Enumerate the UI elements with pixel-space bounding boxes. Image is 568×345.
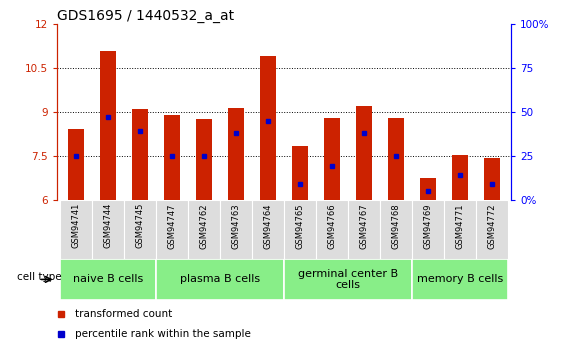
Bar <box>164 115 180 200</box>
Bar <box>228 108 244 200</box>
Text: GSM94769: GSM94769 <box>424 203 432 248</box>
Bar <box>124 200 156 259</box>
Text: cell type: cell type <box>17 273 62 282</box>
Bar <box>196 119 212 200</box>
Bar <box>292 146 308 200</box>
Text: GSM94771: GSM94771 <box>456 203 465 248</box>
Text: naive B cells: naive B cells <box>73 275 143 284</box>
Bar <box>348 200 380 259</box>
Bar <box>60 259 156 300</box>
Text: GSM94765: GSM94765 <box>295 203 304 248</box>
Bar <box>252 200 284 259</box>
Bar <box>60 200 92 259</box>
Text: GSM94772: GSM94772 <box>487 203 496 248</box>
Bar <box>188 200 220 259</box>
Bar <box>284 200 316 259</box>
Bar <box>156 200 188 259</box>
Text: GSM94745: GSM94745 <box>136 203 144 248</box>
Bar <box>420 178 436 200</box>
Bar <box>412 200 444 259</box>
Bar <box>100 51 116 200</box>
Text: GSM94741: GSM94741 <box>72 203 81 248</box>
Text: GSM94767: GSM94767 <box>360 203 369 249</box>
Bar <box>388 118 404 200</box>
Text: GSM94766: GSM94766 <box>328 203 336 249</box>
Bar <box>316 200 348 259</box>
Bar <box>452 155 468 200</box>
Text: GDS1695 / 1440532_a_at: GDS1695 / 1440532_a_at <box>57 9 234 23</box>
Bar <box>92 200 124 259</box>
Bar <box>324 118 340 200</box>
Bar <box>156 259 284 300</box>
Bar <box>444 200 476 259</box>
Bar <box>412 259 508 300</box>
Bar <box>356 106 372 200</box>
Text: GSM94763: GSM94763 <box>232 203 240 249</box>
Text: GSM94762: GSM94762 <box>199 203 208 248</box>
Text: memory B cells: memory B cells <box>417 275 503 284</box>
Text: percentile rank within the sample: percentile rank within the sample <box>75 329 251 339</box>
Bar <box>260 57 276 200</box>
Text: GSM94768: GSM94768 <box>391 203 400 249</box>
Bar <box>132 109 148 200</box>
Bar <box>220 200 252 259</box>
Bar <box>284 259 412 300</box>
Text: transformed count: transformed count <box>75 309 172 318</box>
Text: GSM94744: GSM94744 <box>103 203 112 248</box>
Bar <box>68 129 84 200</box>
Text: GSM94747: GSM94747 <box>168 203 177 248</box>
Text: plasma B cells: plasma B cells <box>180 275 260 284</box>
Bar <box>380 200 412 259</box>
Text: germinal center B
cells: germinal center B cells <box>298 269 398 290</box>
Bar <box>484 158 500 200</box>
Bar <box>476 200 508 259</box>
Text: GSM94764: GSM94764 <box>264 203 273 248</box>
